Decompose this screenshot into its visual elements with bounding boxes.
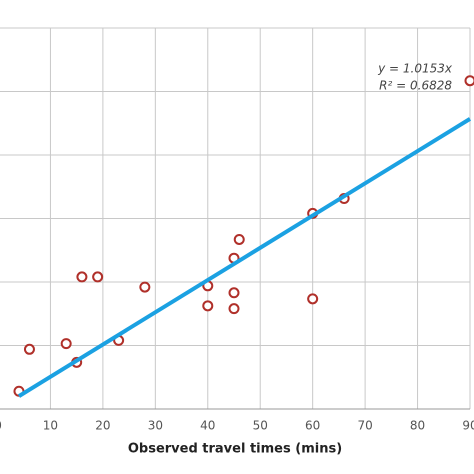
- data-point: [202, 300, 214, 312]
- x-tick-label: 10: [43, 419, 58, 433]
- data-point: [307, 293, 319, 305]
- data-point: [464, 75, 474, 87]
- data-point: [23, 343, 35, 355]
- x-tick-label: 30: [148, 419, 163, 433]
- equation: y = 1.0153x: [377, 62, 453, 76]
- x-axis-title: Observed travel times (mins): [128, 442, 342, 457]
- x-tick-label: 60: [305, 419, 320, 433]
- data-point: [228, 303, 240, 315]
- x-tick-label: 20: [95, 419, 110, 433]
- x-tick-label: 90: [462, 419, 474, 433]
- data-point: [92, 271, 104, 283]
- x-tick-label: 40: [200, 419, 215, 433]
- r-squared: R² = 0.6828: [379, 79, 452, 93]
- x-tick-label: 0: [0, 419, 2, 433]
- x-tick-label: 80: [410, 419, 425, 433]
- data-point: [60, 338, 72, 350]
- data-point: [76, 271, 88, 283]
- data-point: [233, 233, 245, 245]
- data-point: [228, 287, 240, 299]
- x-tick-label: 70: [357, 419, 372, 433]
- x-tick-label: 50: [253, 419, 268, 433]
- data-point: [139, 281, 151, 293]
- trend-line: [17, 117, 472, 398]
